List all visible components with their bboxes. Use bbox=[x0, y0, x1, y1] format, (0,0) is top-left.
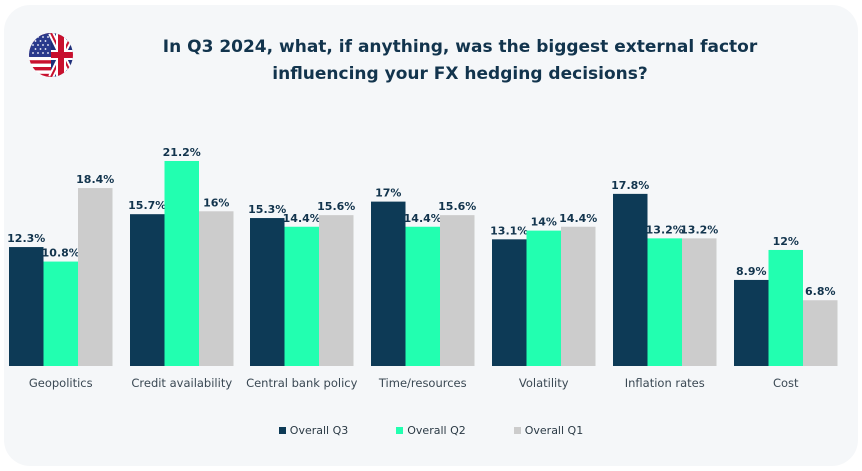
bar-credit-availability-overall-q1 bbox=[199, 211, 234, 366]
chart-title-line-2: influencing your FX hedging decisions? bbox=[272, 64, 648, 84]
bar-cost-overall-q3 bbox=[734, 279, 769, 366]
data-label: 15.3% bbox=[248, 203, 286, 216]
chart-title: In Q3 2024, what, if anything, was the b… bbox=[140, 34, 780, 88]
bar-group-cost: 8.9% 12% 6.8% bbox=[734, 235, 838, 366]
bar-cost-overall-q2 bbox=[768, 249, 803, 366]
bar-group-inflation-rates: 17.8% 13.2%13.2% bbox=[611, 179, 718, 366]
data-label: 8.9% bbox=[736, 265, 767, 278]
legend-label: Overall Q2 bbox=[407, 424, 466, 437]
bar-group-time-resources: 17%14.4%15.6% bbox=[371, 187, 476, 366]
bar-central-bank-policy-overall-q3 bbox=[250, 218, 285, 366]
data-label: 12% bbox=[773, 235, 799, 248]
bar-central-bank-policy-overall-q1 bbox=[319, 215, 354, 366]
data-label: 14.4% bbox=[559, 212, 597, 225]
legend-item-overall-q1: Overall Q1 bbox=[513, 424, 584, 437]
bar-central-bank-policy-overall-q2 bbox=[284, 226, 319, 366]
x-tick-label: Time/resources bbox=[378, 376, 467, 390]
data-label: 21.2% bbox=[163, 146, 201, 159]
chart-title-line-1: In Q3 2024, what, if anything, was the b… bbox=[162, 37, 758, 57]
data-label: 13.2% bbox=[646, 223, 684, 236]
data-label: 15.6% bbox=[438, 200, 476, 213]
bar-geopolitics-overall-q2 bbox=[43, 261, 78, 366]
x-tick-label: Credit availability bbox=[131, 376, 232, 390]
data-label: 15.6% bbox=[317, 200, 355, 213]
legend-item-overall-q2: Overall Q2 bbox=[396, 424, 466, 437]
bar-geopolitics-overall-q1 bbox=[78, 188, 113, 366]
x-tick-label: Inflation rates bbox=[625, 376, 705, 390]
data-label: 10.8% bbox=[42, 247, 80, 260]
bar-volatility-overall-q2 bbox=[526, 230, 561, 366]
bar-group-central-bank-policy: 15.3%14.4%15.6% bbox=[248, 200, 355, 366]
bar-group-credit-availability: 15.7% 21.2% 16% bbox=[128, 146, 234, 366]
data-label: 12.3% bbox=[7, 232, 45, 245]
bar-group-volatility: 13.1%14% 14.4% bbox=[490, 212, 597, 366]
x-tick-label: Central bank policy bbox=[246, 376, 358, 390]
bar-time-resources-overall-q1 bbox=[440, 215, 475, 366]
legend-label: Overall Q3 bbox=[289, 424, 349, 437]
chart-legend: Overall Q3 Overall Q2 Overall Q1 bbox=[0, 424, 862, 437]
bar-inflation-rates-overall-q3 bbox=[613, 193, 648, 366]
data-label: 18.4% bbox=[76, 173, 114, 186]
data-label: 16% bbox=[203, 196, 229, 209]
bar-geopolitics-overall-q3 bbox=[9, 247, 44, 366]
bar-credit-availability-overall-q2 bbox=[164, 161, 199, 366]
data-label: 13.1% bbox=[490, 224, 528, 237]
data-label: 13.2% bbox=[680, 223, 718, 236]
legend-swatch bbox=[513, 427, 521, 434]
x-tick-label: Cost bbox=[773, 376, 799, 390]
data-label: 14% bbox=[531, 216, 557, 229]
legend-swatch bbox=[396, 427, 404, 434]
bar-inflation-rates-overall-q2 bbox=[647, 238, 682, 366]
data-label: 14.4% bbox=[283, 212, 321, 225]
bar-credit-availability-overall-q3 bbox=[130, 214, 165, 366]
data-label: 17% bbox=[375, 187, 401, 200]
legend-swatch bbox=[278, 427, 286, 434]
legend-item-overall-q3: Overall Q3 bbox=[278, 424, 349, 437]
data-label: 17.8% bbox=[611, 179, 649, 192]
data-label: 14.4% bbox=[404, 212, 442, 225]
bar-group-geopolitics: 12.3% 10.8% 18.4% bbox=[7, 173, 114, 366]
x-tick-label: Geopolitics bbox=[29, 376, 93, 390]
data-label: 6.8% bbox=[805, 285, 836, 298]
bar-cost-overall-q1 bbox=[803, 300, 838, 366]
legend-label: Overall Q1 bbox=[524, 424, 584, 437]
bar-volatility-overall-q1 bbox=[561, 226, 596, 366]
bar-time-resources-overall-q3 bbox=[371, 201, 406, 366]
bar-volatility-overall-q3 bbox=[492, 239, 527, 366]
bar-time-resources-overall-q2 bbox=[405, 226, 440, 366]
data-label: 15.7% bbox=[128, 199, 166, 212]
x-tick-label: Volatility bbox=[519, 376, 569, 390]
bar-inflation-rates-overall-q1 bbox=[682, 238, 717, 366]
